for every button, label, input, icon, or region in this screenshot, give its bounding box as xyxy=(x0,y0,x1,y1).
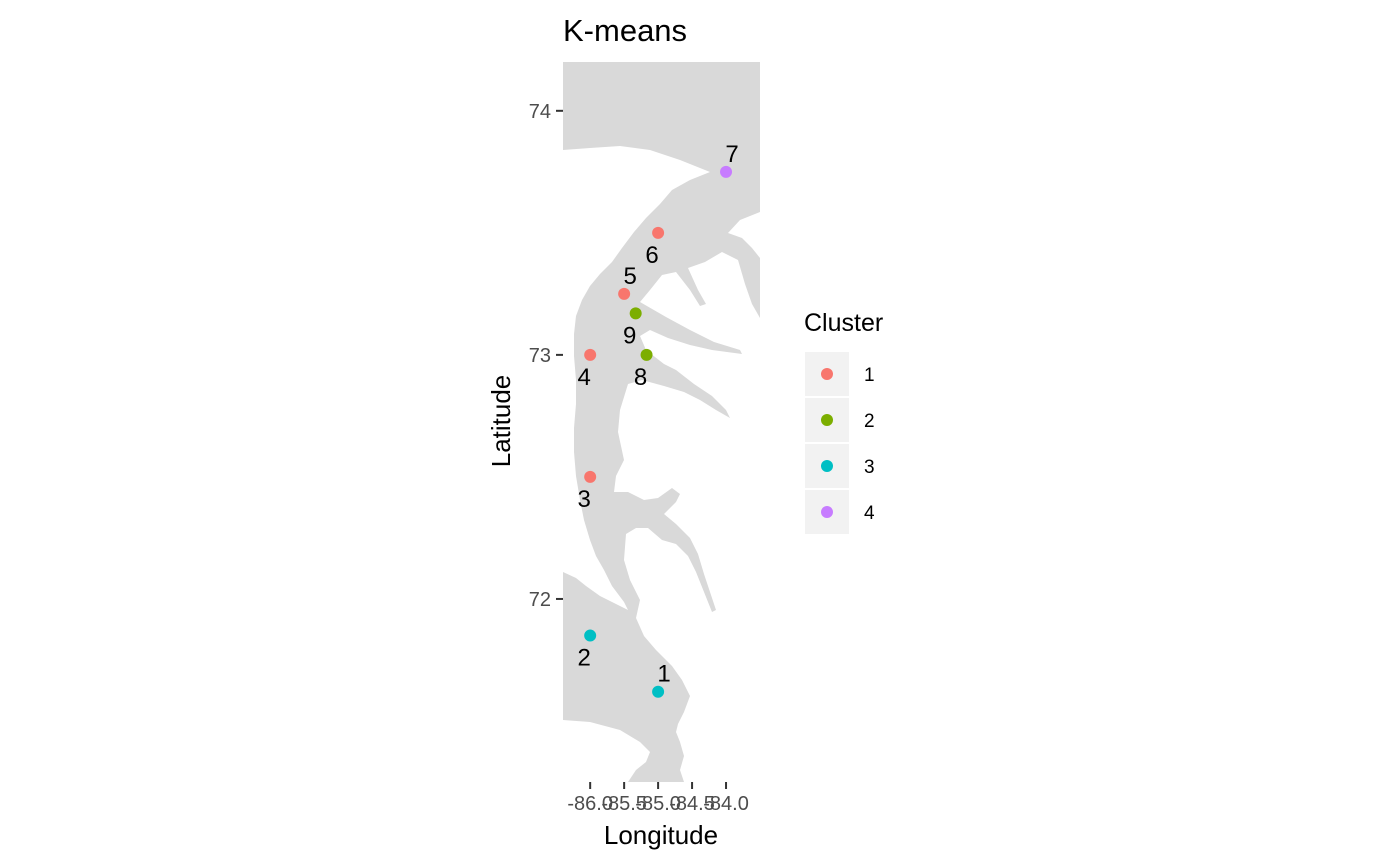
data-point xyxy=(584,629,597,642)
x-tick-label: -84.0 xyxy=(703,793,749,815)
data-point-label: 1 xyxy=(657,661,670,688)
data-point-label: 7 xyxy=(725,141,738,168)
x-tick-label: -85.5 xyxy=(601,793,647,815)
data-point xyxy=(618,287,631,300)
data-point xyxy=(584,470,597,483)
y-axis-title: Latitude xyxy=(486,375,516,468)
x-tick-label: -85.0 xyxy=(635,793,681,815)
x-tick-label: -86.0 xyxy=(567,793,613,815)
legend-swatch xyxy=(821,460,833,472)
data-point-label: 9 xyxy=(623,322,636,349)
legend-items: 1 2 3 4 xyxy=(805,352,875,534)
data-point-label: 8 xyxy=(634,364,647,391)
legend-label: 1 xyxy=(864,365,875,386)
map-water-inlet xyxy=(563,146,710,610)
data-point xyxy=(652,226,665,239)
data-point-label: 6 xyxy=(645,242,658,269)
legend: Cluster 1 2 3 4 xyxy=(804,309,883,534)
data-point-label: 5 xyxy=(623,263,636,290)
legend-swatch xyxy=(821,506,833,518)
data-point xyxy=(584,348,597,361)
x-axis-title: Longitude xyxy=(604,820,718,850)
legend-label: 3 xyxy=(864,457,875,478)
data-point xyxy=(629,307,642,320)
y-axis: 72 73 74 xyxy=(529,101,563,611)
y-tick-label: 73 xyxy=(529,345,551,367)
x-tick-label: -84.5 xyxy=(669,793,715,815)
data-point xyxy=(640,348,653,361)
map-water-south xyxy=(563,720,650,782)
x-axis: -86.0-85.5-85.0-84.5-84.0 xyxy=(567,782,749,815)
data-point-label: 2 xyxy=(577,645,590,672)
data-point xyxy=(720,165,733,178)
legend-label: 4 xyxy=(864,503,875,524)
map-panel xyxy=(563,62,760,782)
legend-swatch xyxy=(821,368,833,380)
y-tick-label: 74 xyxy=(529,101,551,123)
chart-title: K-means xyxy=(563,13,687,48)
legend-title: Cluster xyxy=(804,309,883,337)
legend-swatch xyxy=(821,414,833,426)
data-points: 1 2 3 4 56 7 8 9 xyxy=(577,141,739,698)
data-point-label: 3 xyxy=(577,486,590,513)
data-point xyxy=(652,685,665,698)
y-tick-label: 72 xyxy=(529,589,551,611)
data-point-label: 4 xyxy=(577,364,590,391)
legend-label: 2 xyxy=(864,411,875,432)
